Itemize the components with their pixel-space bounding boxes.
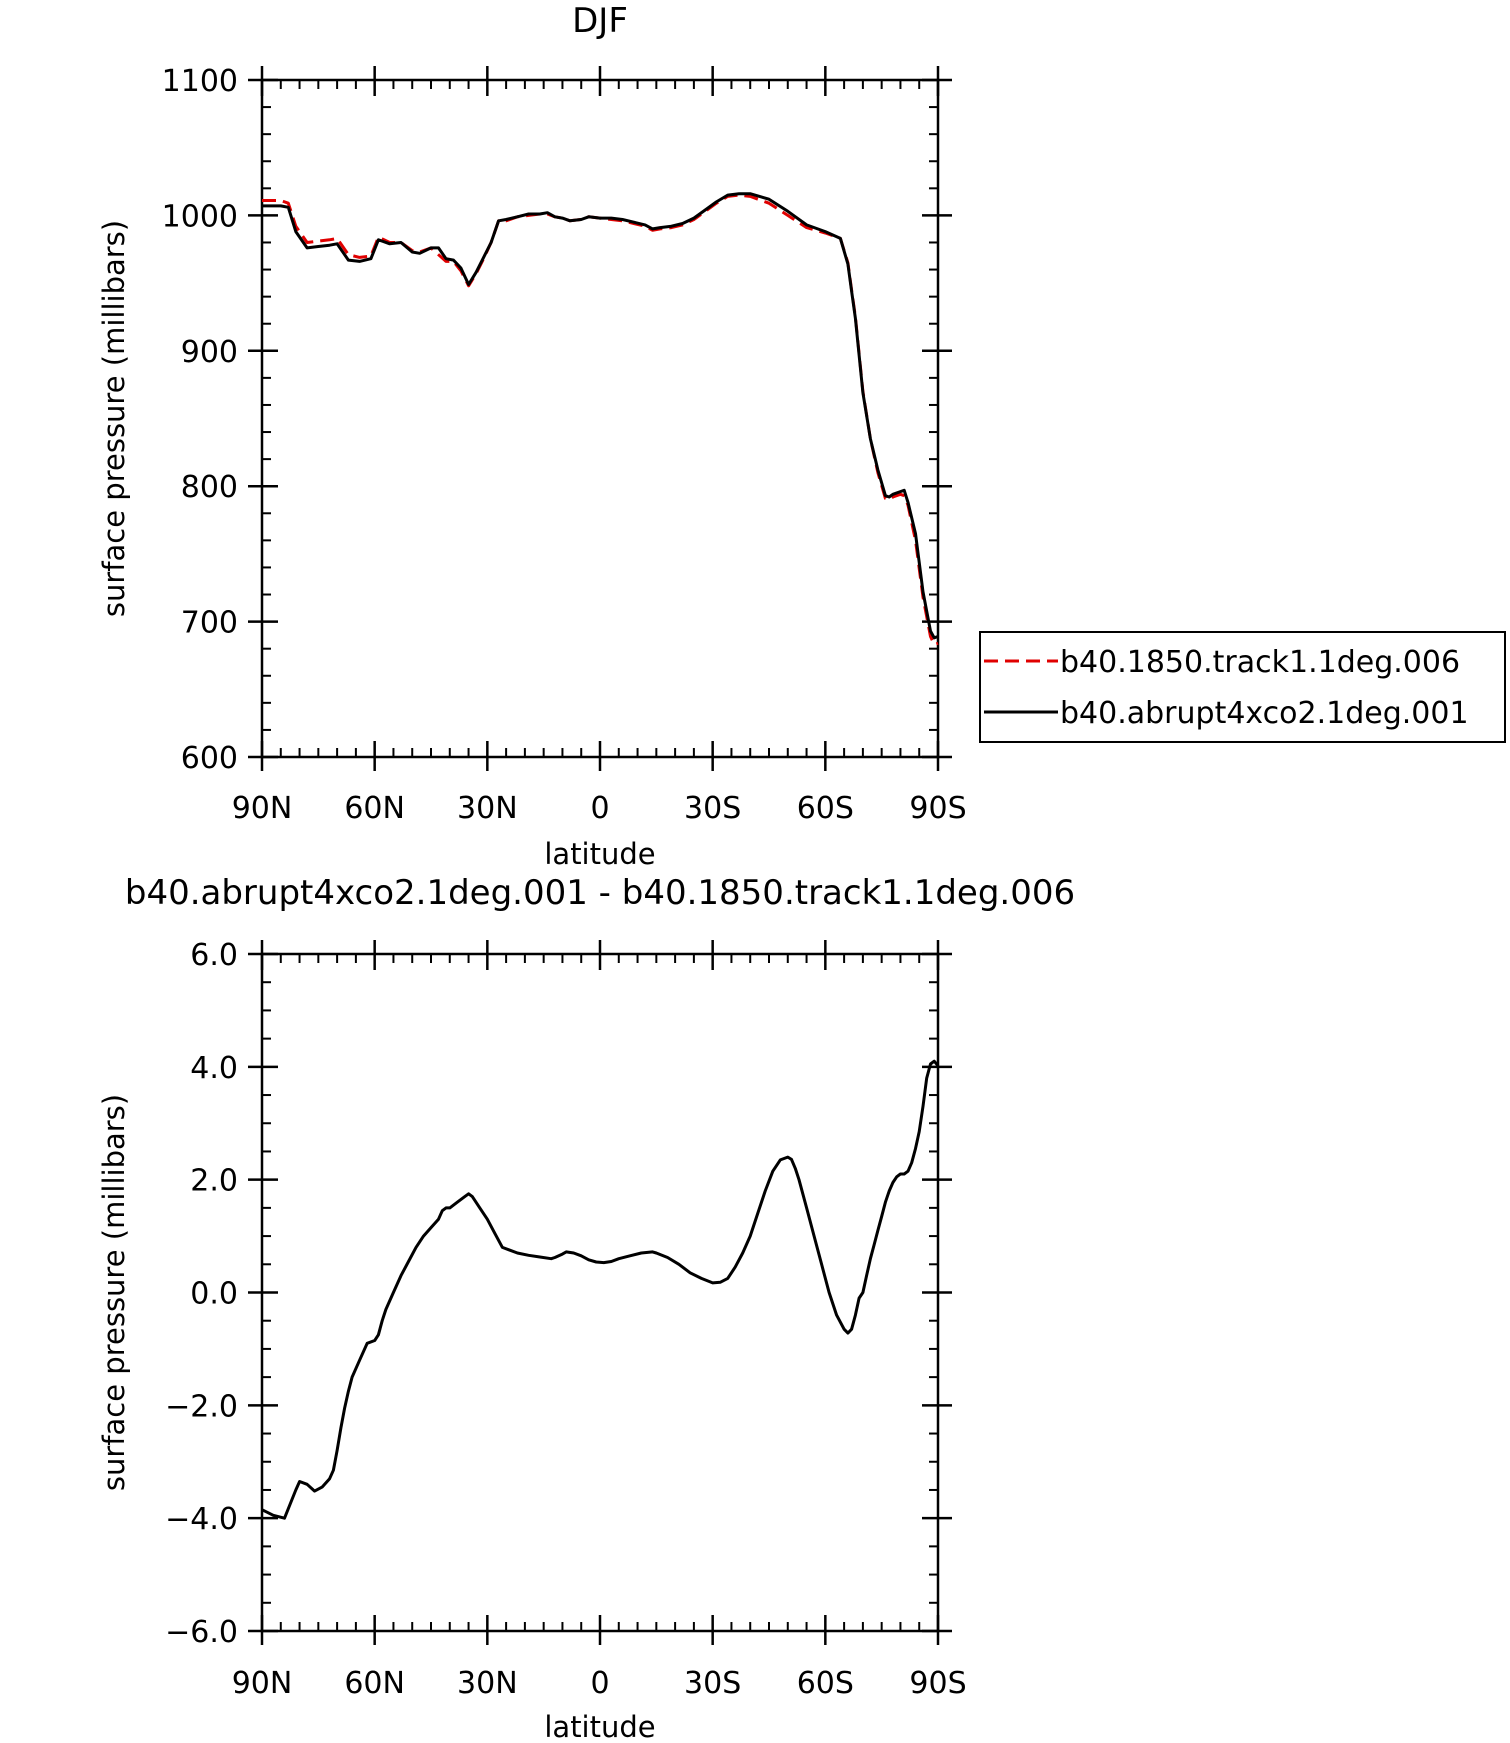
- x-tick-label: 30S: [684, 791, 741, 826]
- legend-label: b40.1850.track1.1deg.006: [1060, 645, 1460, 680]
- x-tick-label: 30S: [684, 1666, 741, 1701]
- y-tick-label: 2.0: [190, 1164, 238, 1199]
- chart-title: DJF: [572, 1, 628, 41]
- y-axis-label: surface pressure (millibars): [97, 1094, 131, 1491]
- x-tick-label: 60S: [797, 1666, 854, 1701]
- x-tick-label: 0: [590, 1666, 609, 1701]
- y-tick-label: 900: [181, 335, 238, 370]
- y-tick-label: −4.0: [165, 1502, 238, 1537]
- plot-frame: [260, 952, 940, 1633]
- y-tick-label: 6.0: [190, 938, 238, 973]
- x-tick-label: 30N: [457, 791, 518, 826]
- y-axis-label: surface pressure (millibars): [97, 220, 131, 617]
- x-tick-label: 90S: [909, 791, 966, 826]
- x-tick-label: 90N: [232, 1666, 293, 1701]
- y-tick-label: 600: [181, 741, 238, 776]
- legend: b40.1850.track1.1deg.006 b40.abrupt4xco2.…: [979, 631, 1506, 743]
- plot-frame: [260, 78, 940, 759]
- y-tick-label: 800: [181, 470, 238, 505]
- legend-label: b40.abrupt4xco2.1deg.001: [1060, 696, 1469, 731]
- y-tick-label: −6.0: [165, 1615, 238, 1650]
- series-line: [261, 1059, 940, 1520]
- x-axis-label: latitude: [544, 1710, 655, 1743]
- x-tick-label: 0: [590, 791, 609, 826]
- y-tick-label: 700: [181, 606, 238, 641]
- x-tick-label: 60N: [344, 791, 405, 826]
- x-tick-label: 90S: [909, 1666, 966, 1701]
- x-tick-label: 60N: [344, 1666, 405, 1701]
- x-axis-label: latitude: [544, 837, 655, 871]
- x-tick-label: 30N: [457, 1666, 518, 1701]
- chart-panel-bottom: b40.abrupt4xco2.1deg.001 - b40.1850.trac…: [97, 873, 1075, 1743]
- legend-box: [979, 631, 1506, 743]
- series-line: [262, 193, 939, 647]
- y-tick-label: 4.0: [190, 1051, 238, 1086]
- series-line: [262, 192, 939, 640]
- chart-panel-top: DJF 90N 60N 30N 0 30S 60S 90S 600 700 800 900 1000 11…: [97, 1, 1506, 871]
- x-tick-label: 60S: [797, 791, 854, 826]
- y-tick-label: −2.0: [165, 1389, 238, 1424]
- y-tick-label: 1000: [162, 199, 238, 234]
- y-tick-label: 0.0: [190, 1277, 238, 1312]
- y-tick-label: 1100: [162, 64, 238, 99]
- chart-title: b40.abrupt4xco2.1deg.001 - b40.1850.trac…: [125, 873, 1075, 913]
- x-tick-label: 90N: [232, 791, 293, 826]
